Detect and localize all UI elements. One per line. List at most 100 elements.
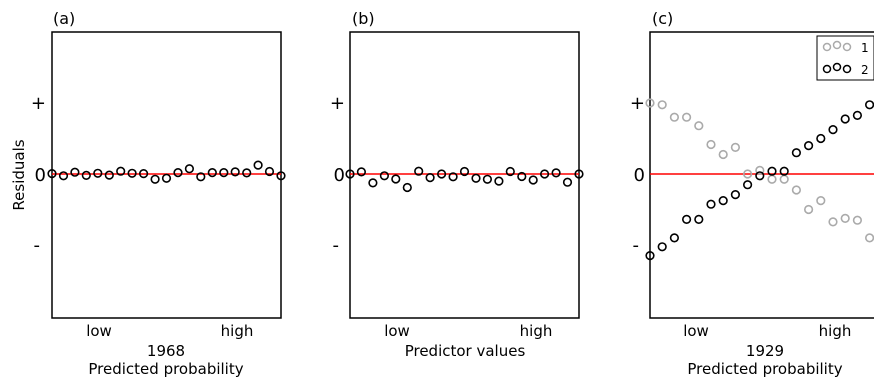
panel-c-series-2-point bbox=[742, 180, 753, 190]
panel-a: (a) + 0 - low high 1968 Predicted probab… bbox=[31, 9, 282, 378]
panel-c-series-1-point bbox=[755, 165, 765, 175]
panel-b-series-1-point bbox=[437, 169, 447, 179]
panel-a-series-1-point bbox=[276, 171, 286, 181]
panel-c-caption-2: Predicted probability bbox=[687, 360, 842, 378]
panel-a-label: (a) bbox=[53, 9, 75, 28]
panel-a-series-1-point bbox=[184, 164, 194, 174]
panel-b-series-1-point bbox=[574, 169, 584, 179]
panel-c-ytick-minus: - bbox=[633, 235, 640, 256]
panel-a-series-1-point bbox=[81, 170, 91, 180]
panel-c-series-2-point bbox=[767, 166, 777, 176]
legend-series-1-marker-dot bbox=[822, 42, 832, 52]
legend-series-2-marker-dot bbox=[832, 62, 842, 72]
panel-a-series-1-point bbox=[253, 160, 263, 170]
panel-b-ytick-plus: + bbox=[330, 93, 345, 114]
panel-c-caption-1: 1929 bbox=[746, 342, 784, 360]
legend-series-2-label: 2 bbox=[861, 63, 869, 77]
panel-a-series-1-point bbox=[70, 167, 80, 177]
panel-c: (c) + 0 - low high 1929 Predicted probab… bbox=[630, 9, 874, 378]
panel-b-series-1-point bbox=[459, 166, 470, 177]
panel-c-series-2-point bbox=[706, 199, 716, 209]
legend-series-1-marker-dot bbox=[842, 42, 852, 52]
panel-c-series-1-point bbox=[669, 112, 680, 122]
panel-c-series-1-point bbox=[791, 185, 802, 195]
panel-c-xtick-low: low bbox=[683, 322, 709, 340]
panel-b-xtick-high: high bbox=[520, 322, 553, 340]
panel-c-series-1-point bbox=[828, 217, 838, 227]
panel-c-series-1-point bbox=[767, 174, 777, 184]
panel-c-series-2-point bbox=[865, 100, 874, 110]
panel-a-series-1-point bbox=[242, 168, 252, 178]
panel-a-series-1-point bbox=[173, 168, 183, 178]
panel-a-ytick-plus: + bbox=[31, 93, 46, 114]
panel-c-series-2-point bbox=[755, 171, 765, 181]
panel-a-series-1-point bbox=[127, 168, 137, 178]
panel-b-series-1-point bbox=[551, 168, 561, 178]
panel-b-series-1-point bbox=[539, 169, 550, 179]
panel-c-label: (c) bbox=[652, 9, 673, 28]
panel-b-series-1-point bbox=[448, 172, 458, 182]
panel-a-series-1-point bbox=[104, 170, 114, 180]
panel-a-series-1-point bbox=[161, 173, 172, 183]
panel-c-ytick-plus: + bbox=[630, 93, 645, 114]
panel-c-series-1-point bbox=[779, 174, 789, 184]
panel-c-ytick-zero: 0 bbox=[634, 165, 645, 186]
panel-b-series-1-point bbox=[379, 171, 390, 181]
panel-a-ytick-zero: 0 bbox=[35, 165, 46, 186]
panel-c-series-2-point bbox=[791, 148, 802, 158]
panel-c-series-1-point bbox=[694, 121, 704, 131]
panel-a-series-1-point bbox=[230, 167, 240, 177]
panel-a-ytick-minus: - bbox=[34, 235, 41, 256]
panel-c-series-1-point bbox=[657, 100, 667, 110]
panel-a-series-1-point bbox=[196, 172, 206, 182]
panel-c-series-2-point bbox=[669, 233, 680, 243]
panel-b-xtick-low: low bbox=[384, 322, 410, 340]
panel-c-series-2-point bbox=[694, 214, 704, 224]
legend-series-2-marker bbox=[822, 62, 852, 74]
panel-b-series-1-point bbox=[425, 173, 435, 183]
panel-b-series-1-point bbox=[345, 169, 355, 179]
panel-a-series-1-point bbox=[207, 168, 217, 178]
panel-a-frame bbox=[51, 31, 282, 319]
panel-c-series-1-point bbox=[816, 196, 826, 206]
panel-a-caption-1: 1968 bbox=[147, 342, 185, 360]
panel-a-xtick-high: high bbox=[221, 322, 254, 340]
panel-b: (b) + 0 - low high Predictor values bbox=[330, 9, 580, 360]
panel-c-legend: 1 2 bbox=[816, 35, 874, 81]
panel-c-series-1-point bbox=[706, 139, 716, 150]
panel-c-series-1-point bbox=[742, 169, 753, 179]
panel-b-series-1-point bbox=[517, 171, 527, 182]
panel-b-ytick-minus: - bbox=[333, 235, 340, 256]
panel-c-series-2-point bbox=[803, 141, 814, 151]
panel-a-series-1-point bbox=[47, 169, 57, 179]
panel-c-series-1-point bbox=[840, 213, 850, 223]
panel-b-caption-2: Predictor values bbox=[405, 342, 526, 360]
panel-a-series-1-point bbox=[150, 174, 160, 184]
panel-a-series-1-point bbox=[93, 168, 103, 178]
panel-b-series-1-point bbox=[482, 174, 493, 184]
panel-c-series-1-point bbox=[681, 112, 692, 122]
panel-c-series-2-point bbox=[828, 125, 838, 135]
panel-a-series-1-point bbox=[58, 171, 69, 181]
panel-a-xtick-low: low bbox=[86, 322, 112, 340]
panel-c-series-1-point bbox=[852, 215, 863, 225]
chart-marks bbox=[47, 98, 874, 261]
panel-b-series-1-point bbox=[528, 175, 538, 185]
panel-a-series-1-point bbox=[139, 169, 149, 179]
panel-b-label: (b) bbox=[352, 9, 375, 28]
panel-c-series-1-point bbox=[865, 233, 874, 243]
panel-c-series-1-point bbox=[803, 204, 814, 215]
panel-a-series-1-point bbox=[219, 168, 229, 178]
panel-c-series-2-point bbox=[730, 190, 741, 200]
panel-c-series-2-point bbox=[681, 214, 692, 224]
panel-c-series-2-point bbox=[779, 166, 789, 176]
panel-b-series-1-point bbox=[391, 174, 401, 184]
panel-c-series-2-point bbox=[645, 251, 655, 261]
panel-c-series-2-point bbox=[657, 242, 667, 252]
panel-c-xtick-high: high bbox=[819, 322, 852, 340]
panel-c-series-1-point bbox=[730, 142, 741, 152]
panel-b-ytick-zero: 0 bbox=[334, 165, 345, 186]
legend-series-2-marker-dot bbox=[822, 64, 832, 74]
panel-c-frame bbox=[649, 31, 874, 319]
panel-b-series-1-point bbox=[505, 166, 515, 177]
